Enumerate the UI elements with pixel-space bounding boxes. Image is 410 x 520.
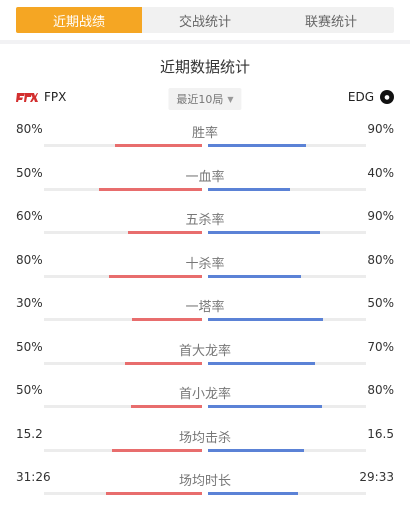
stat-row: 15.2 场均击杀 16.5 <box>0 421 410 465</box>
right-bar-track <box>208 231 366 234</box>
stat-right-value: 29:33 <box>359 470 394 484</box>
stat-left-value: 31:26 <box>16 470 51 484</box>
left-bar-track <box>44 361 202 365</box>
team-right: EDG ● <box>348 90 394 104</box>
stat-row: 30% 一塔率 50% <box>0 290 410 334</box>
stat-right-value: 50% <box>367 296 394 310</box>
stat-left-value: 15.2 <box>16 426 43 441</box>
stat-row: 50% 首小龙率 80% <box>0 377 410 421</box>
tabs: 近期战绩 交战统计 联赛统计 <box>16 7 394 33</box>
right-bar-track <box>208 448 366 452</box>
right-bar-track <box>208 361 366 365</box>
left-bar-fill <box>112 448 202 452</box>
right-bar-fill <box>208 187 290 191</box>
right-bar-fill <box>208 274 301 278</box>
caret-down-icon: ▼ <box>227 94 234 104</box>
left-bar-fill <box>128 231 202 234</box>
left-bar-fill <box>106 492 202 495</box>
left-bar-track <box>44 187 202 191</box>
left-bar-fill <box>115 144 202 147</box>
left-bar-track <box>44 318 202 321</box>
stat-left-value: 30% <box>16 296 43 310</box>
left-bar-track <box>44 492 202 495</box>
stat-right-value: 40% <box>367 165 394 180</box>
stat-left-value: 50% <box>16 383 43 397</box>
top-tab-bar: 近期战绩 交战统计 联赛统计 <box>0 0 410 40</box>
stat-label: 场均击杀 <box>178 430 232 446</box>
stat-row: 80% 胜率 90% <box>0 116 410 160</box>
range-filter-dropdown[interactable]: 最近10局 ▼ <box>168 88 242 110</box>
left-bar-fill <box>125 361 202 365</box>
stat-label: 五杀率 <box>185 213 225 228</box>
left-bar-fill <box>99 187 202 191</box>
stat-right-value: 80% <box>367 252 394 267</box>
stat-label: 一血率 <box>185 169 225 185</box>
right-bar-fill <box>208 318 323 321</box>
left-bar-track <box>44 144 202 147</box>
right-bar-fill <box>208 492 298 495</box>
stat-left-value: 80% <box>16 252 43 267</box>
right-bar-track <box>208 492 366 495</box>
stats-card: 近期数据统计 FPX 最近10局 ▼ EDG ● 80% 胜率 90% 50% 一血率 4… <box>0 44 410 520</box>
stat-left-value: 50% <box>16 165 43 180</box>
stat-label: 一塔率 <box>185 300 225 315</box>
stat-left-value: 60% <box>16 209 43 223</box>
stat-right-value: 70% <box>367 339 394 354</box>
left-bar-track <box>44 405 202 408</box>
stat-rows: 80% 胜率 90% 50% 一血率 40% 60% 五杀率 90% 80% 十杀率 80% 30% 一塔… <box>0 116 410 508</box>
stat-label: 十杀率 <box>185 256 225 272</box>
edg-logo: ● <box>380 90 394 104</box>
stat-label: 首小龙率 <box>178 387 232 402</box>
right-bar-fill <box>208 144 306 147</box>
right-bar-fill <box>208 448 304 452</box>
range-filter-label: 最近10局 <box>176 93 224 106</box>
left-bar-fill <box>132 318 202 321</box>
left-bar-fill <box>109 274 202 278</box>
stat-left-value: 80% <box>16 122 43 136</box>
stat-left-value: 50% <box>16 339 43 354</box>
left-bar-track <box>44 231 202 234</box>
stat-right-value: 80% <box>367 383 394 397</box>
teams-header: FPX 最近10局 ▼ EDG ● <box>0 82 410 116</box>
right-bar-fill <box>208 231 320 234</box>
team-left-name: FPX <box>44 90 67 104</box>
right-bar-track <box>208 318 366 321</box>
right-bar-track <box>208 405 366 408</box>
tab-head-to-head[interactable]: 交战统计 <box>178 14 231 30</box>
stat-right-value: 90% <box>367 122 394 136</box>
stat-row: 50% 首大龙率 70% <box>0 334 410 378</box>
stat-row: 31:26 场均时长 29:33 <box>0 464 410 508</box>
stat-right-value: 16.5 <box>367 426 394 441</box>
right-bar-fill <box>208 361 315 365</box>
left-bar-track <box>44 274 202 278</box>
right-bar-track <box>208 144 366 147</box>
left-bar-track <box>44 448 202 452</box>
stat-right-value: 90% <box>367 209 394 223</box>
team-left: FPX <box>16 90 66 104</box>
right-bar-track <box>208 274 366 278</box>
team-right-name: EDG <box>347 90 374 104</box>
stat-row: 50% 一血率 40% <box>0 160 410 204</box>
stat-label: 场均时长 <box>178 474 232 489</box>
tab-league-stats[interactable]: 联赛统计 <box>304 14 357 30</box>
tab-recent-record[interactable]: 近期战绩 <box>16 7 142 33</box>
stat-row: 60% 五杀率 90% <box>0 203 410 247</box>
section-title: 近期数据统计 <box>159 58 250 76</box>
fpx-logo <box>16 93 38 102</box>
stat-row: 80% 十杀率 80% <box>0 247 410 291</box>
stat-label: 首大龙率 <box>178 343 232 359</box>
right-bar-track <box>208 187 366 191</box>
right-bar-fill <box>208 405 322 408</box>
stat-label: 胜率 <box>191 126 219 141</box>
left-bar-fill <box>131 405 202 408</box>
